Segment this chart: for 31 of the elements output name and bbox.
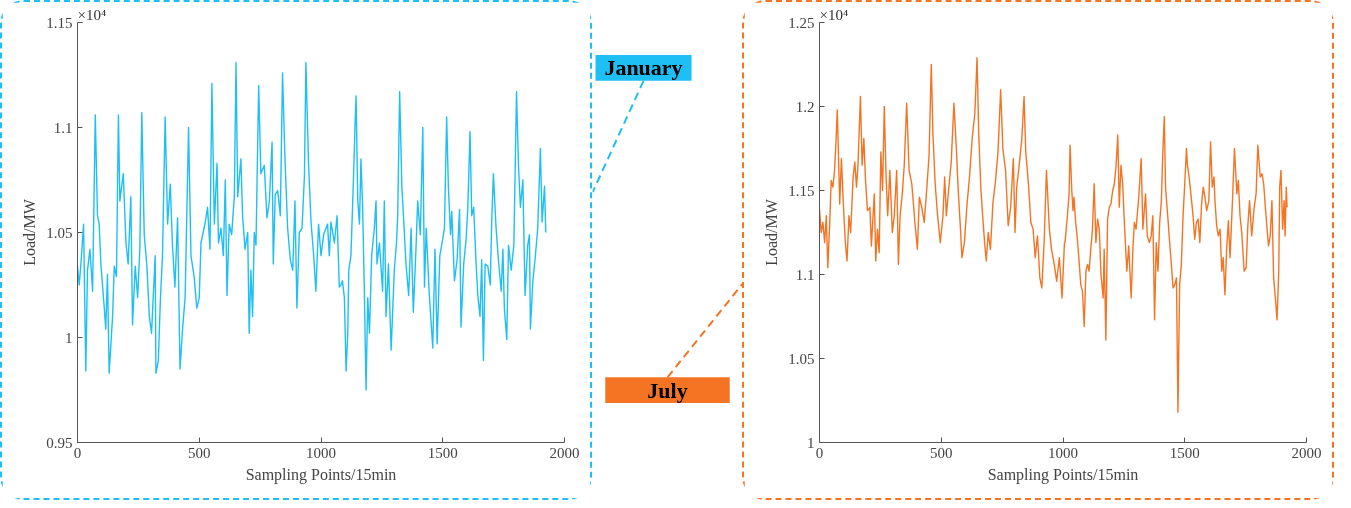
- x-tick-label: 1500: [1169, 444, 1200, 461]
- y-tick-label: 1.05: [788, 350, 815, 367]
- annotation: ×10⁴: [77, 6, 107, 23]
- x-tick-label: 2000: [549, 444, 580, 461]
- y-tick-label: 1.05: [46, 224, 73, 241]
- x-tick-label: 1000: [1048, 444, 1078, 461]
- y-tick-label: 1.15: [788, 182, 815, 199]
- y-tick-label: 1: [65, 329, 73, 346]
- x-tick-label: 0: [73, 444, 82, 461]
- y-tick-label: 1: [807, 434, 815, 451]
- y-tick-label: 1.2: [795, 98, 815, 115]
- x-tick-label: 2000: [1291, 444, 1322, 461]
- x-tick-label: 500: [930, 444, 953, 461]
- x-tick-label: 500: [188, 444, 211, 461]
- annotation: ×10⁴: [819, 6, 849, 23]
- line-series: [819, 57, 1288, 413]
- y-tick-label: 1.15: [46, 14, 73, 31]
- x-tick-label: 1000: [306, 444, 336, 461]
- text: January: [604, 55, 683, 81]
- y-axis-title: Load/MW: [21, 198, 39, 266]
- line-series: [77, 61, 547, 391]
- text: July: [647, 377, 688, 403]
- y-tick-label: 1.1: [795, 266, 815, 283]
- x-tick-label: 1500: [427, 444, 458, 461]
- x-axis-title: Sampling Points/15min: [245, 465, 397, 484]
- x-tick-label: 0: [815, 444, 824, 461]
- y-tick-label: 1.25: [788, 14, 815, 31]
- y-tick-label: 1.1: [53, 119, 73, 136]
- y-tick-label: 0.95: [46, 434, 73, 451]
- y-axis-title: Load/MW: [763, 198, 781, 266]
- x-axis-title: Sampling Points/15min: [987, 465, 1139, 484]
